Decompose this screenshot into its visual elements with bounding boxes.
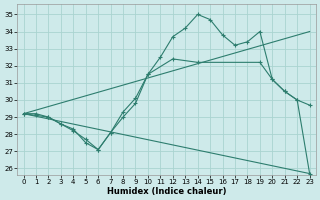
X-axis label: Humidex (Indice chaleur): Humidex (Indice chaleur) bbox=[107, 187, 226, 196]
